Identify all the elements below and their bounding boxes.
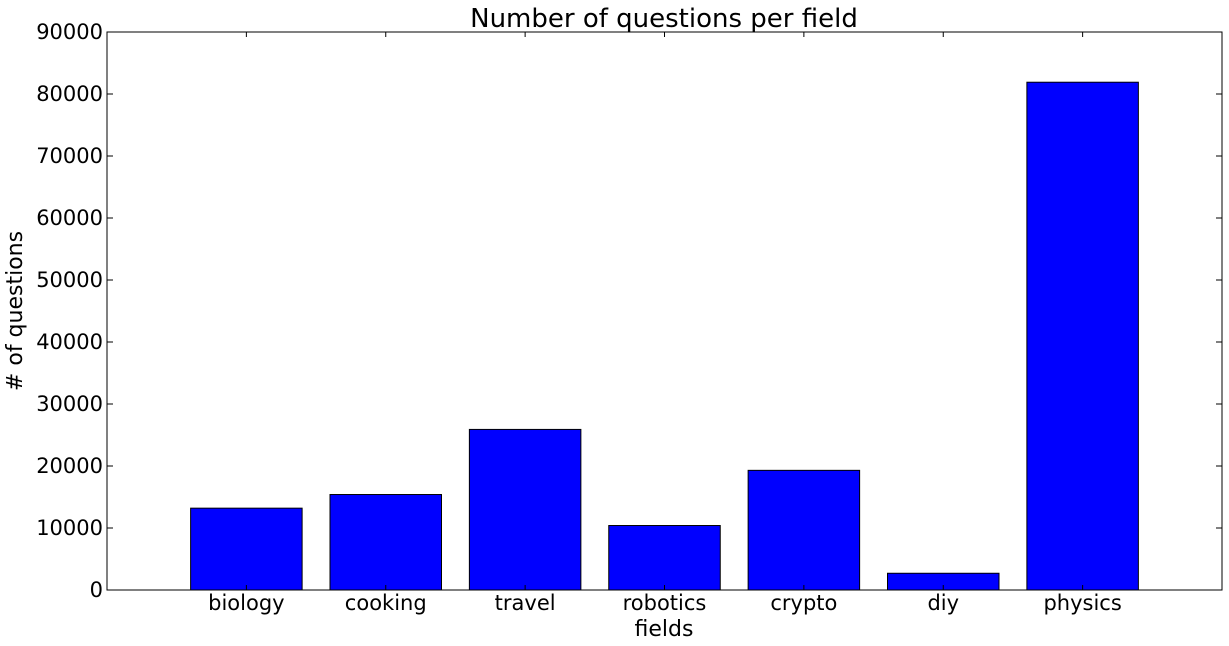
x-tick-label: physics bbox=[1043, 591, 1121, 615]
x-tick-label: biology bbox=[208, 591, 284, 615]
bar-crypto bbox=[747, 469, 861, 591]
bar-biology bbox=[190, 507, 303, 591]
y-tick-label: 80000 bbox=[36, 82, 103, 106]
y-tick-label: 40000 bbox=[36, 330, 103, 354]
x-axis-label: fields bbox=[635, 617, 694, 642]
plot-frame bbox=[106, 31, 1223, 591]
y-tick-label: 50000 bbox=[36, 268, 103, 292]
x-tick-label: robotics bbox=[623, 591, 707, 615]
x-tick-label: cooking bbox=[345, 591, 427, 615]
ticks-group: biology cooking travel robotics crypto diy phy… bbox=[36, 20, 1222, 615]
y-tick-label: 90000 bbox=[36, 20, 103, 44]
y-tick-label: 60000 bbox=[36, 206, 103, 230]
y-tick-label: 70000 bbox=[36, 144, 103, 168]
bar-travel bbox=[468, 428, 582, 591]
y-tick-label: 10000 bbox=[36, 516, 103, 540]
bar-physics bbox=[1026, 81, 1139, 591]
bar-robotics bbox=[608, 525, 721, 591]
chart-title: Number of questions per field bbox=[470, 4, 858, 34]
bar-cooking bbox=[329, 494, 442, 591]
y-tick-label: 20000 bbox=[36, 454, 103, 478]
x-tick-label: diy bbox=[927, 591, 959, 615]
y-tick-label: 0 bbox=[90, 578, 103, 602]
y-axis-label: # of questions bbox=[3, 231, 28, 391]
y-tick-label: 30000 bbox=[36, 392, 103, 416]
x-tick-label: crypto bbox=[770, 591, 837, 615]
bars-group bbox=[190, 81, 1139, 591]
x-tick-label: travel bbox=[495, 591, 556, 615]
